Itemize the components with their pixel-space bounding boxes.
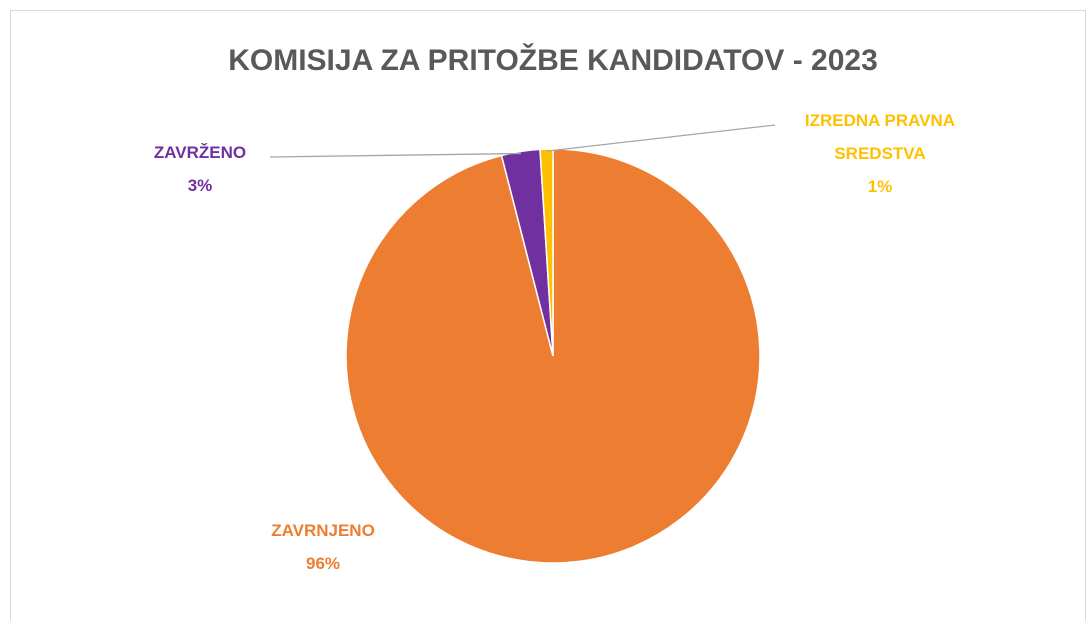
data-label: ZAVRNJENO 96% xyxy=(233,514,413,580)
label-category: ZAVRŽENO xyxy=(153,143,247,162)
label-value: 1% xyxy=(867,177,893,196)
label-category: IZREDNA PRAVNA SREDSTVA xyxy=(804,111,956,163)
label-value: 3% xyxy=(187,176,213,195)
chart-border xyxy=(10,10,1086,621)
data-label: IZREDNA PRAVNA SREDSTVA 1% xyxy=(790,104,970,203)
label-value: 96% xyxy=(305,554,341,573)
leader-line xyxy=(546,124,776,152)
leader-line xyxy=(269,152,521,158)
pie-slice xyxy=(539,148,554,357)
chart-title: KOMISIJA ZA PRITOŽBE KANDIDATOV - 2023 xyxy=(228,43,878,77)
data-label: ZAVRŽENO 3% xyxy=(110,136,290,202)
label-category: ZAVRNJENO xyxy=(271,521,375,540)
